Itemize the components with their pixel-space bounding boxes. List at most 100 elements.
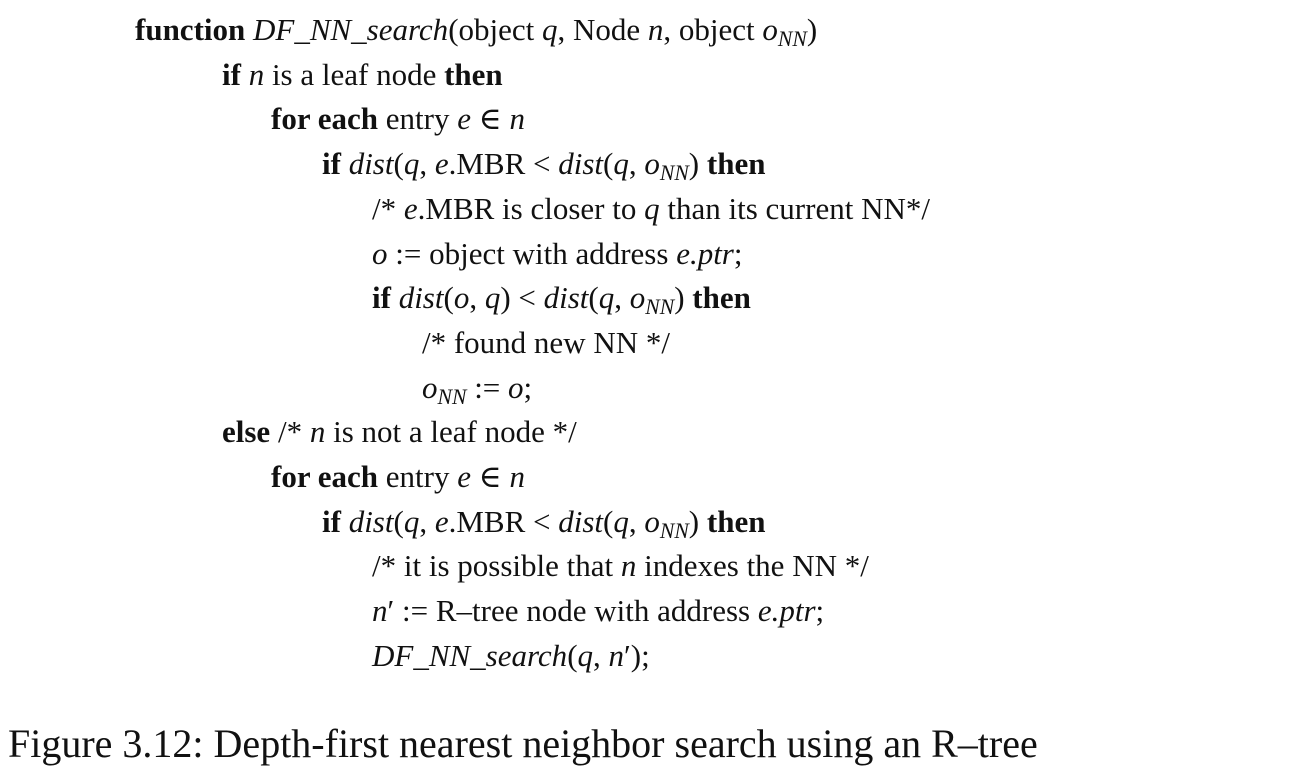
keyword: then	[706, 146, 766, 182]
math-symbol: o	[762, 12, 778, 47]
text-segment: := object with address	[387, 235, 677, 271]
text-segment: (object	[448, 12, 543, 47]
algorithm-line: o := object with address e.ptr;	[372, 234, 743, 274]
math-symbol: dist	[348, 503, 394, 539]
math-symbol: q	[484, 280, 501, 316]
math-symbol: DF_NN_search	[372, 637, 568, 673]
text-segment: ;	[733, 235, 743, 271]
text-segment: /*	[270, 414, 310, 450]
text-segment: is a leaf node	[264, 56, 445, 92]
text-segment: ;	[815, 593, 825, 629]
text-segment: ,	[614, 280, 630, 316]
algorithm-line: if n is a leaf node then	[222, 55, 503, 95]
math-symbol: o	[644, 503, 660, 539]
text-segment: (	[588, 280, 599, 316]
math-symbol: n	[509, 459, 525, 494]
math-symbol: n	[248, 56, 265, 92]
text-segment: .MBR is closer to	[417, 190, 645, 226]
text-segment: ,	[469, 280, 485, 316]
algorithm-line: n′ := R–tree node with address e.ptr;	[372, 591, 824, 631]
math-symbol: n	[620, 548, 637, 584]
math-symbol: q	[613, 146, 629, 182]
keyword: function	[135, 12, 246, 47]
text-segment: )	[806, 12, 818, 47]
math-symbol: n	[309, 414, 326, 450]
text-segment: )	[688, 503, 707, 539]
algorithm-line: if dist(q, e.MBR < dist(q, oNN) then	[322, 144, 765, 184]
keyword: if	[322, 503, 341, 539]
math-symbol: dist	[398, 280, 444, 316]
math-symbol: q	[613, 503, 629, 539]
text-segment: );	[630, 637, 650, 673]
algorithm-line: for each entry e ∈ n	[271, 99, 525, 139]
subscript: NN	[659, 161, 689, 186]
math-symbol: e	[434, 503, 449, 539]
subscript: NN	[777, 27, 807, 52]
text-segment: .MBR <	[448, 503, 559, 539]
math-symbol: q	[542, 12, 558, 47]
text-segment: /* it is possible that	[372, 548, 621, 584]
math-symbol: dist	[558, 503, 604, 539]
text-segment: ,	[628, 503, 645, 539]
algorithm-line: for each entry e ∈ n	[271, 457, 525, 497]
text-segment	[245, 12, 253, 47]
math-symbol: q	[644, 190, 660, 226]
math-symbol: n	[509, 101, 525, 137]
text-segment: is not a leaf node */	[325, 414, 577, 450]
text-segment: ) <	[500, 280, 544, 316]
text-segment	[391, 280, 399, 315]
algorithm-line: function DF_NN_search(object q, Node n, …	[135, 10, 817, 50]
algorithm-line: /* found new NN */	[422, 323, 670, 363]
text-segment	[341, 146, 349, 181]
text-segment	[341, 504, 349, 539]
text-segment	[241, 57, 249, 92]
text-segment: , object	[663, 12, 763, 47]
text-segment: ,	[419, 503, 435, 539]
math-symbol: n	[372, 593, 388, 629]
math-symbol: o	[372, 235, 388, 271]
text-segment: ′	[624, 637, 631, 673]
text-segment: indexes the NN */	[636, 548, 869, 584]
text-segment: (	[603, 503, 614, 539]
keyword: then	[706, 503, 766, 539]
algorithm-line: DF_NN_search(q, n′);	[372, 636, 650, 676]
text-segment: ,	[419, 146, 435, 182]
keyword: for each	[271, 101, 379, 137]
text-segment: (	[567, 637, 578, 673]
keyword: then	[444, 56, 503, 92]
math-symbol: DF_NN_search	[253, 12, 449, 47]
text-segment: ′	[387, 593, 395, 629]
math-symbol: e	[457, 459, 472, 494]
math-symbol: q	[403, 146, 420, 182]
text-segment: (	[393, 146, 404, 182]
math-symbol: q	[598, 280, 615, 316]
text-segment: ,	[628, 146, 645, 182]
text-segment: := R–tree node with address	[394, 593, 758, 629]
text-segment: (	[393, 503, 404, 539]
text-segment: than its current NN*/	[659, 190, 930, 226]
math-symbol: e	[434, 146, 449, 182]
math-symbol: o	[422, 369, 438, 405]
math-symbol: n	[647, 12, 664, 47]
math-symbol: q	[403, 503, 420, 539]
math-symbol: o	[508, 369, 524, 405]
text-segment: entry	[378, 101, 458, 137]
text-segment: entry	[378, 459, 458, 494]
text-segment: ,	[593, 637, 609, 673]
algorithm-line: /* e.MBR is closer to q than its current…	[372, 189, 930, 229]
text-segment: ;	[523, 369, 533, 405]
algorithm-line: /* it is possible that n indexes the NN …	[372, 546, 869, 586]
math-symbol: e	[457, 101, 472, 137]
algorithm-line: if dist(o, q) < dist(q, oNN) then	[372, 278, 751, 318]
keyword: if	[222, 56, 241, 92]
math-symbol: dist	[348, 146, 394, 182]
subscript: NN	[659, 518, 689, 543]
math-symbol: e.ptr	[676, 235, 734, 271]
math-symbol: o	[453, 280, 470, 316]
text-segment: /*	[372, 190, 404, 226]
math-symbol: q	[577, 637, 594, 673]
keyword: then	[692, 280, 751, 316]
text-segment: )	[674, 280, 693, 316]
text-segment: (	[443, 280, 454, 316]
keyword: if	[322, 146, 341, 182]
